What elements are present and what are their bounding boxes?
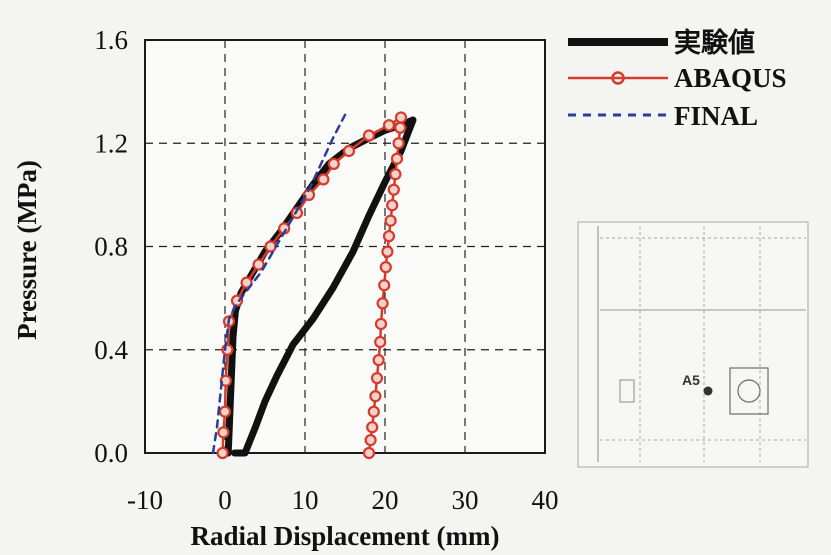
legend-label-abaqus: ABAQUS (674, 63, 787, 93)
abaqus-point (376, 297, 389, 310)
abaqus-point (389, 168, 402, 181)
y-axis-title: Pressure (MPa) (12, 160, 42, 340)
x-tick-label: -10 (127, 485, 163, 515)
abaqus-point (252, 258, 265, 271)
y-tick-label: 1.2 (94, 128, 128, 158)
abaqus-point (264, 240, 277, 253)
inset-small-box (619, 379, 635, 403)
series-group (211, 111, 417, 460)
abaqus-point (382, 230, 396, 243)
abaqus-point (342, 144, 356, 158)
abaqus-point (381, 245, 394, 258)
abaqus-point (240, 276, 253, 289)
abaqus-point (379, 261, 392, 274)
abaqus-point (366, 421, 379, 434)
abaqus-point (394, 121, 407, 134)
series-line-1 (221, 116, 403, 455)
legend-marker-abaqus (611, 71, 625, 85)
abaqus-point (374, 335, 387, 349)
abaqus-point (367, 405, 380, 418)
abaqus-point (216, 446, 229, 460)
inset-drawing: A5 (577, 221, 809, 468)
x-tick-label: 30 (452, 485, 479, 515)
inset-ring (737, 379, 761, 403)
grid-lines (145, 40, 545, 453)
series-line-2 (211, 113, 347, 455)
abaqus-point (362, 129, 376, 142)
abaqus-point (369, 390, 382, 403)
x-tick-label: 10 (292, 485, 319, 515)
tick-labels: -10 0 10 20 30 40 0.0 0.4 0.8 1.2 1.6 (94, 25, 558, 515)
legend: 実験値 ABAQUS FINAL (568, 27, 787, 131)
abaqus-point (390, 152, 404, 165)
legend-label-final: FINAL (674, 101, 758, 131)
abaqus-point (217, 426, 230, 439)
abaqus-point (362, 446, 376, 460)
abaqus-point (364, 433, 377, 447)
y-tick-label: 0.4 (94, 335, 128, 365)
abaqus-point (384, 214, 397, 227)
inset-point-a5 (703, 386, 713, 396)
inset-frame (577, 221, 809, 468)
abaqus-point (317, 173, 330, 186)
y-tick-label: 1.6 (94, 25, 128, 55)
abaqus-point (382, 119, 396, 132)
x-tick-label: 0 (218, 485, 232, 515)
inset-large-box (729, 367, 769, 415)
abaqus-point (386, 199, 399, 212)
abaqus-point (374, 317, 388, 331)
abaqus-point (370, 372, 384, 385)
legend-label-experimental: 実験値 (674, 27, 755, 58)
y-tick-label: 0.0 (94, 438, 128, 468)
abaqus-point (392, 137, 405, 150)
abaqus-point (372, 353, 385, 367)
abaqus-point (394, 111, 408, 124)
x-tick-label: 20 (372, 485, 399, 515)
x-axis-title: Radial Displacement (mm) (191, 521, 500, 551)
x-tick-label: 40 (532, 485, 559, 515)
abaqus-point (218, 405, 232, 418)
y-tick-label: 0.8 (94, 232, 128, 262)
abaqus-point (378, 279, 391, 292)
abaqus-point (387, 183, 400, 196)
inset-point-label: A5 (682, 372, 700, 388)
abaqus-point (327, 157, 340, 170)
